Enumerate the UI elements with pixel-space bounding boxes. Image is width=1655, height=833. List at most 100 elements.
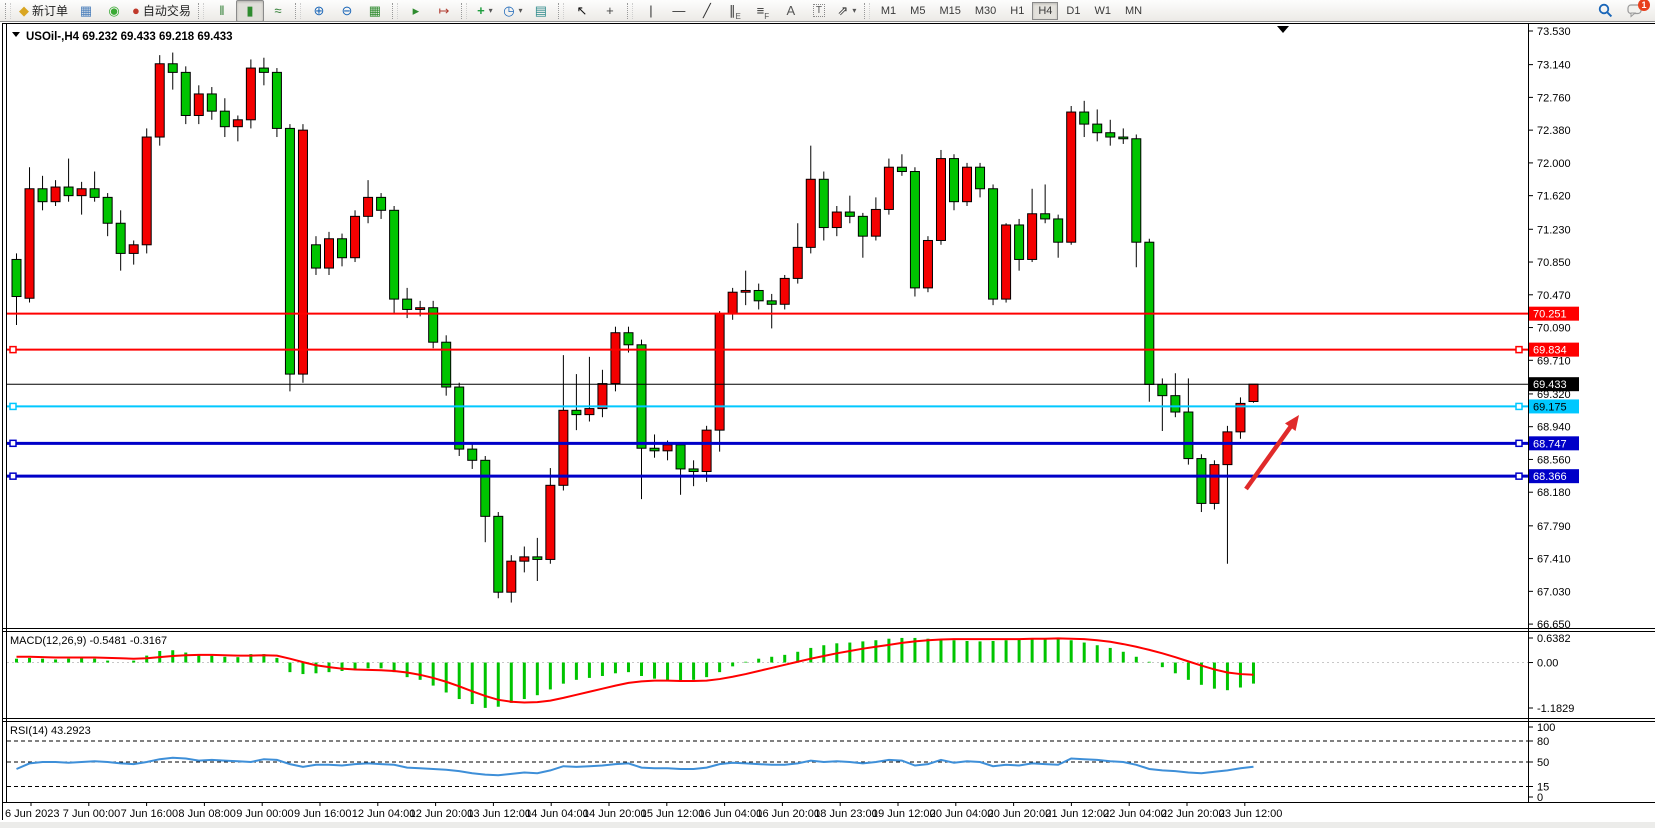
- trend-arrow-shaft[interactable]: [1244, 421, 1296, 491]
- candle-body: [11, 258, 22, 298]
- line-chart-button[interactable]: ≈: [264, 0, 292, 22]
- candle-body: [63, 186, 74, 197]
- candle-body: [402, 298, 413, 310]
- trendline-button[interactable]: ╱: [693, 0, 721, 22]
- timeframe-button-w1[interactable]: W1: [1094, 4, 1111, 17]
- bar-chart-icon: ‖: [219, 3, 225, 18]
- candle-body: [727, 291, 738, 315]
- bar-chart-button[interactable]: ‖: [208, 0, 236, 22]
- auto-trading-button[interactable]: ● 自动交易: [128, 0, 195, 22]
- price-tick-label: 72.760: [1537, 92, 1571, 104]
- price-tag: [1529, 306, 1579, 321]
- timeframe-button-m1[interactable]: M1: [880, 4, 897, 17]
- crosshair-button[interactable]: +: [596, 0, 624, 22]
- hline-handle[interactable]: [9, 439, 17, 448]
- candle-body: [506, 560, 517, 593]
- candle-body: [1066, 111, 1077, 243]
- candle-body: [753, 289, 764, 302]
- macd-axis-label: -1.1829: [1537, 703, 1574, 715]
- timeframe-button-m15[interactable]: M15: [939, 4, 961, 17]
- candle-body: [870, 208, 881, 237]
- hline-handle[interactable]: [1515, 472, 1523, 480]
- templates-button[interactable]: ▤: [527, 0, 555, 22]
- tile-windows-button[interactable]: ▦: [361, 0, 389, 22]
- cursor-button[interactable]: ↖: [568, 0, 596, 22]
- candle-body: [558, 409, 569, 486]
- candle-body: [206, 93, 217, 112]
- time-axis-label: 16 Jun 04:00: [699, 808, 763, 820]
- timeframe-button-h1[interactable]: H1: [1010, 4, 1025, 17]
- fibonacci-button[interactable]: ≡ F: [749, 0, 777, 22]
- trendline-icon: ╱: [702, 3, 711, 18]
- price-tag-label: 69.175: [1533, 401, 1567, 413]
- dropdown-arrow-icon[interactable]: ▾: [488, 6, 493, 15]
- arrows-button[interactable]: ⇗ ▾: [833, 0, 861, 22]
- hline-handle[interactable]: [9, 472, 17, 480]
- vertical-line-button[interactable]: |: [637, 0, 665, 22]
- hline-handle[interactable]: [9, 345, 17, 354]
- chat-button[interactable]: 1: [1627, 0, 1650, 18]
- candle-body: [831, 211, 842, 229]
- horizontal-line-icon: —: [672, 3, 686, 18]
- new-order-button[interactable]: ◆ 新订单: [15, 0, 72, 22]
- zoom-out-button[interactable]: ⊖: [333, 0, 361, 22]
- candle-body: [1157, 383, 1168, 397]
- candle-body: [909, 171, 920, 289]
- timeframe-button-mn[interactable]: MN: [1124, 4, 1143, 17]
- time-axis-label: 9 Jun 16:00: [294, 808, 352, 820]
- candle-body: [675, 444, 686, 470]
- candle-body: [766, 300, 777, 305]
- hline-handle[interactable]: [9, 402, 17, 411]
- chart-shift-button[interactable]: ↦: [430, 0, 458, 22]
- text-button[interactable]: A: [777, 0, 805, 22]
- hline-handle[interactable]: [1515, 439, 1523, 448]
- auto-scroll-button[interactable]: ▸: [402, 0, 430, 22]
- timeframe-button-m30[interactable]: M30: [974, 4, 997, 17]
- symbol-dropdown-icon[interactable]: [12, 32, 20, 37]
- chart-window-button[interactable]: ▦: [72, 0, 100, 22]
- candle-body: [922, 239, 933, 289]
- candle-body: [167, 63, 178, 73]
- search-button[interactable]: [1591, 0, 1619, 22]
- candle-body: [623, 332, 634, 346]
- timeframe-button-d1[interactable]: D1: [1066, 4, 1081, 17]
- candle-body: [180, 71, 191, 116]
- broadcast-button[interactable]: ◉: [100, 0, 128, 22]
- indicators-button[interactable]: + ▾: [471, 0, 499, 22]
- hline-handle[interactable]: [1515, 402, 1523, 411]
- trend-arrow-head[interactable]: [1284, 415, 1299, 431]
- candlestick-chart-button[interactable]: ▮: [235, 0, 264, 22]
- candle-body: [493, 515, 504, 593]
- candle-body: [844, 211, 855, 217]
- price-tick-label: 71.620: [1537, 191, 1571, 203]
- candle-body: [128, 244, 139, 254]
- chart-title: USOil-,H4 69.232 69.433 69.218 69.433: [26, 31, 233, 43]
- candle-body: [714, 313, 725, 431]
- candle-body: [649, 447, 660, 452]
- hline-handle[interactable]: [1515, 345, 1523, 354]
- chart-shift-marker-icon[interactable]: [1277, 26, 1289, 33]
- candle-body: [428, 307, 439, 343]
- chart-area[interactable]: 73.530 73.140 72.760 72.380 72.000 71.620 71.2…: [0, 23, 1655, 828]
- candle-body: [154, 63, 165, 138]
- dropdown-arrow-icon[interactable]: ▾: [518, 6, 523, 15]
- timeframe-button-m5[interactable]: M5: [910, 4, 926, 17]
- dropdown-arrow-icon[interactable]: ▾: [852, 6, 857, 15]
- timeframe-button-h4[interactable]: H4: [1032, 1, 1059, 20]
- candle-body: [337, 238, 348, 259]
- candle-body: [1196, 458, 1207, 504]
- time-axis-label: 14 Jun 20:00: [583, 808, 647, 820]
- horizontal-line-button[interactable]: —: [665, 0, 693, 22]
- price-tag: [1529, 399, 1579, 414]
- candle-body: [610, 332, 621, 385]
- cursor-icon: ↖: [576, 3, 588, 18]
- macd-axis-label: 0.00: [1537, 658, 1558, 670]
- candle-body: [1118, 136, 1129, 140]
- channel-button[interactable]: ∥ E: [721, 0, 749, 22]
- periods-button[interactable]: ◷ ▾: [499, 0, 527, 22]
- text-label-button[interactable]: T: [805, 0, 833, 22]
- zoom-in-button[interactable]: ⊕: [305, 0, 333, 22]
- candle-body: [76, 188, 87, 197]
- templates-icon: ▤: [534, 3, 548, 18]
- candle-body: [1222, 431, 1233, 466]
